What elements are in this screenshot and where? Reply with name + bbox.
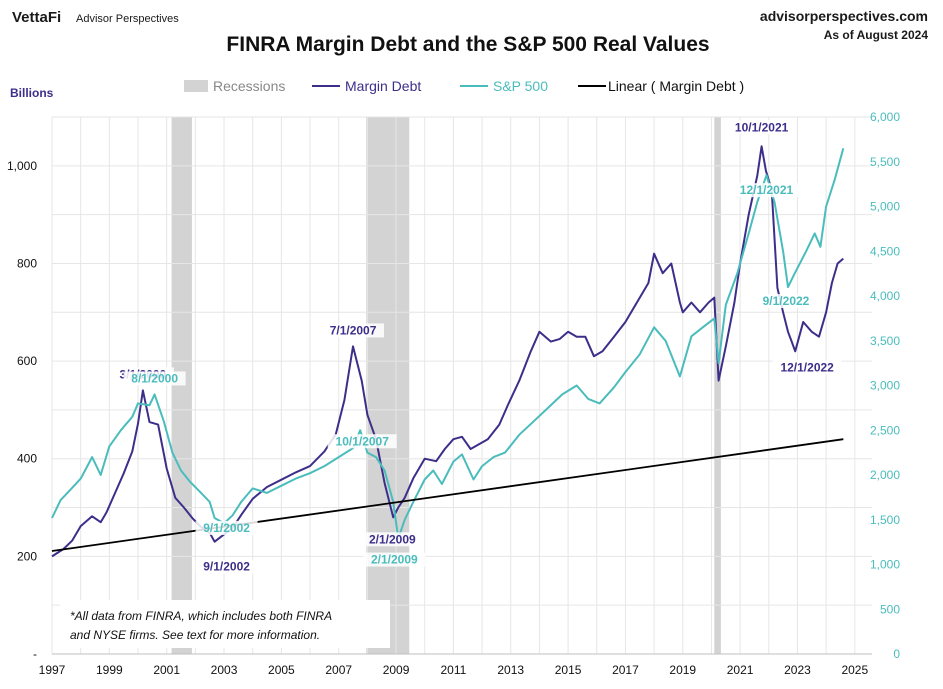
legend-label-recessions: Recessions bbox=[213, 78, 285, 94]
y-right-tick-label: 500 bbox=[880, 602, 900, 616]
x-tick-label: 2021 bbox=[727, 663, 754, 677]
footnote-line-1: *All data from FINRA, which includes bot… bbox=[70, 609, 332, 623]
site-url: advisorperspectives.com bbox=[760, 8, 928, 24]
annotation-label: 2/1/2009 bbox=[371, 553, 418, 567]
annotation-label: 9/1/2002 bbox=[203, 521, 250, 535]
annotation-bg bbox=[363, 552, 426, 567]
x-tick-label: 2017 bbox=[612, 663, 639, 677]
x-tick-label: 2023 bbox=[784, 663, 811, 677]
annotations: 3/1/20008/1/20009/1/20029/1/20027/1/2007… bbox=[111, 120, 842, 574]
legend-label-sp500: S&P 500 bbox=[493, 78, 548, 94]
annotation-bg bbox=[754, 294, 817, 309]
x-tick-label: 1997 bbox=[39, 663, 66, 677]
y-right-tick-label: 4,500 bbox=[870, 244, 900, 258]
margin-debt-line bbox=[51, 145, 844, 558]
recession-band bbox=[714, 117, 721, 654]
y-right-tick-label: 3,000 bbox=[870, 379, 900, 393]
x-tick-label: 2025 bbox=[841, 663, 868, 677]
y-right-tick-label: 3,500 bbox=[870, 334, 900, 348]
x-tick-label: 2009 bbox=[383, 663, 410, 677]
y-right-tick-label: 0 bbox=[893, 647, 900, 661]
x-tick-label: 2015 bbox=[555, 663, 582, 677]
legend-label-margin-debt: Margin Debt bbox=[345, 78, 421, 94]
annotation-label: 9/1/2002 bbox=[203, 560, 250, 574]
annotation-bg bbox=[195, 520, 258, 535]
legend: Recessions Margin Debt S&P 500 Linear ( … bbox=[184, 78, 744, 94]
x-tick-label: 2001 bbox=[153, 663, 180, 677]
annotation-label: 12/1/2021 bbox=[740, 183, 794, 197]
x-tick-label: 1999 bbox=[96, 663, 123, 677]
annotation-bg bbox=[327, 434, 397, 449]
y-axis-left-label: Billions bbox=[10, 86, 54, 100]
y-right-tick-label: 4,000 bbox=[870, 289, 900, 303]
footnote-box bbox=[60, 600, 390, 648]
y-right-tick-label: 5,500 bbox=[870, 155, 900, 169]
as-of-date: As of August 2024 bbox=[824, 28, 929, 42]
footnote: *All data from FINRA, which includes bot… bbox=[60, 600, 390, 648]
y-right-tick-label: 2,000 bbox=[870, 468, 900, 482]
annotation-bg bbox=[727, 120, 797, 135]
annotation-label: 9/1/2022 bbox=[763, 294, 810, 308]
legend-label-linear: Linear ( Margin Debt ) bbox=[608, 78, 744, 94]
recession-band bbox=[171, 117, 192, 654]
grid bbox=[51, 116, 872, 655]
y-right-tick-label: 5,000 bbox=[870, 200, 900, 214]
y-left-tick-label: 400 bbox=[17, 452, 37, 466]
series-lines bbox=[51, 145, 845, 558]
legend-swatch-recessions bbox=[184, 80, 208, 92]
brand-logo: VettaFi bbox=[12, 9, 61, 26]
brand-subtitle: Advisor Perspectives bbox=[76, 13, 179, 25]
y-left-tick-label: - bbox=[33, 647, 37, 661]
annotation-label: 10/1/2007 bbox=[336, 434, 390, 448]
annotation-bg bbox=[322, 323, 385, 338]
annotation-label: 12/1/2022 bbox=[780, 360, 834, 374]
annotation-label: 8/1/2000 bbox=[131, 371, 178, 385]
annotation-bg bbox=[772, 360, 842, 375]
chart-title: FINRA Margin Debt and the S&P 500 Real V… bbox=[226, 33, 709, 56]
y-left-tick-label: 600 bbox=[17, 354, 37, 368]
x-tick-label: 2011 bbox=[440, 663, 466, 677]
y-right-tick-label: 1,000 bbox=[870, 558, 900, 572]
annotation-label: 10/1/2021 bbox=[735, 120, 789, 134]
axes: 1997 1999 2001 2003 2005 2007 2009 2011 2013 2015… bbox=[7, 110, 900, 677]
y-left-tick-label: 200 bbox=[17, 549, 37, 563]
sp500-line bbox=[51, 148, 845, 540]
x-tick-label: 2005 bbox=[268, 663, 295, 677]
recession-band bbox=[366, 117, 410, 654]
annotation-bg bbox=[123, 371, 186, 386]
annotation-bg bbox=[195, 559, 258, 574]
x-tick-label: 2013 bbox=[497, 663, 524, 677]
footnote-line-2: and NYSE firms. See text for more inform… bbox=[70, 628, 320, 642]
x-tick-label: 2019 bbox=[669, 663, 696, 677]
annotation-label: 7/1/2007 bbox=[330, 323, 377, 337]
y-right-tick-label: 2,500 bbox=[870, 423, 900, 437]
y-right-tick-label: 1,500 bbox=[870, 513, 900, 527]
y-left-tick-label: 800 bbox=[17, 256, 37, 270]
annotation-bg bbox=[731, 183, 801, 198]
annotation-bg bbox=[361, 532, 424, 547]
annotation-label: 2/1/2009 bbox=[369, 532, 416, 546]
x-tick-label: 2003 bbox=[211, 663, 238, 677]
linear-trendline bbox=[51, 438, 844, 552]
y-left-tick-label: 1,000 bbox=[7, 159, 37, 173]
x-tick-label: 2007 bbox=[325, 663, 352, 677]
y-right-tick-label: 6,000 bbox=[870, 110, 900, 124]
